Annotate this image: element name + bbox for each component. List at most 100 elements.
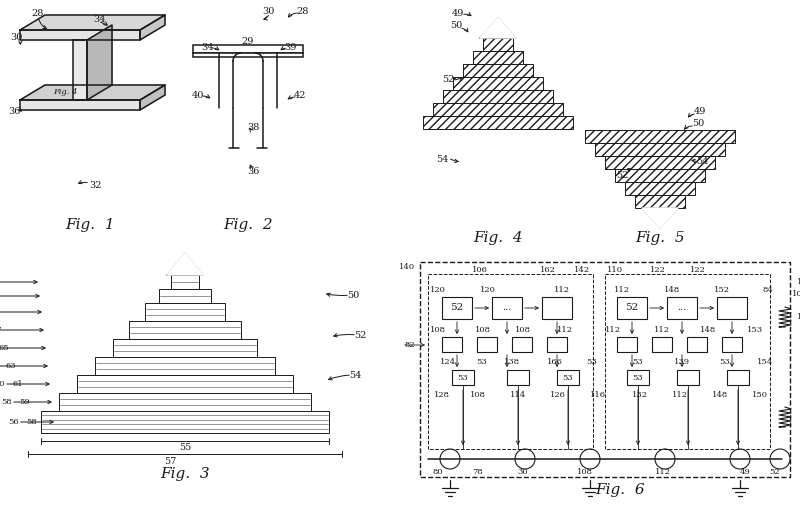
Text: 32: 32 (89, 180, 102, 190)
Text: 106: 106 (472, 266, 488, 274)
Text: 122: 122 (690, 266, 706, 274)
Text: 108: 108 (475, 326, 491, 334)
Text: 57: 57 (164, 456, 176, 465)
Text: 110: 110 (607, 266, 623, 274)
Bar (171, 275, 199, 289)
Bar (625, 182, 695, 195)
Text: 139: 139 (674, 358, 690, 366)
Text: 52: 52 (450, 304, 464, 313)
Bar (492, 297, 522, 319)
Text: Fig.  6: Fig. 6 (595, 483, 645, 497)
Bar (159, 289, 211, 303)
Text: 153: 153 (747, 326, 763, 334)
Text: 54: 54 (696, 157, 708, 167)
Text: Fig.  2: Fig. 2 (223, 218, 273, 232)
Text: 59: 59 (20, 398, 30, 406)
Bar (453, 77, 543, 90)
Text: 50: 50 (347, 291, 359, 300)
Polygon shape (140, 85, 165, 110)
Bar (677, 370, 699, 385)
Text: 154: 154 (757, 358, 773, 366)
Bar (687, 337, 707, 352)
Bar (595, 143, 725, 156)
Bar (477, 337, 497, 352)
Text: 58: 58 (2, 398, 12, 406)
Text: 49: 49 (452, 8, 464, 18)
Text: 30: 30 (518, 468, 528, 476)
Text: 120: 120 (430, 286, 446, 294)
Bar (473, 51, 523, 64)
Text: 52: 52 (354, 330, 366, 340)
Text: 148: 148 (700, 326, 716, 334)
Text: Fig.  1: Fig. 1 (65, 218, 115, 232)
Polygon shape (20, 100, 140, 110)
Text: 29: 29 (242, 38, 254, 46)
Polygon shape (87, 25, 112, 100)
Polygon shape (480, 18, 516, 38)
Text: Fig.  5: Fig. 5 (635, 231, 685, 245)
Text: 36: 36 (247, 167, 259, 177)
Text: 52: 52 (442, 76, 454, 84)
Text: 138: 138 (504, 358, 520, 366)
Text: 52: 52 (626, 304, 638, 313)
Bar (433, 103, 563, 116)
Bar (547, 337, 567, 352)
Text: 142: 142 (574, 266, 590, 274)
Text: 80: 80 (433, 468, 443, 476)
Text: 53: 53 (477, 358, 487, 366)
Bar (605, 156, 715, 169)
Text: 132: 132 (632, 391, 648, 399)
Bar (717, 297, 747, 319)
Text: 120: 120 (480, 286, 496, 294)
Text: 148: 148 (664, 286, 680, 294)
Bar (605, 274, 770, 449)
Text: 60: 60 (0, 380, 6, 388)
Text: Fig.  4: Fig. 4 (473, 231, 523, 245)
Bar (77, 375, 293, 393)
Bar (442, 337, 462, 352)
Text: 116: 116 (590, 391, 606, 399)
Text: 148: 148 (712, 391, 728, 399)
Text: 49: 49 (739, 468, 750, 476)
Polygon shape (642, 208, 678, 228)
Text: ...: ... (502, 304, 512, 313)
Bar (542, 297, 572, 319)
Text: 78: 78 (473, 468, 483, 476)
Text: 104: 104 (797, 313, 800, 321)
Text: 84: 84 (762, 286, 774, 294)
Text: 34: 34 (202, 43, 214, 52)
Text: 112: 112 (614, 286, 630, 294)
Text: 67: 67 (0, 326, 2, 334)
Text: 162: 162 (540, 266, 556, 274)
Text: ...: ... (678, 304, 686, 313)
Bar (617, 337, 637, 352)
Bar (129, 321, 241, 339)
Bar (113, 339, 257, 357)
Text: 40: 40 (192, 91, 204, 100)
Text: 39: 39 (284, 43, 296, 52)
Bar (617, 297, 647, 319)
Text: 52: 52 (770, 468, 780, 476)
Text: 54: 54 (349, 370, 361, 379)
Bar (41, 411, 329, 433)
Text: 30: 30 (10, 32, 22, 42)
Text: 28: 28 (297, 6, 309, 16)
Text: 53: 53 (633, 358, 643, 366)
Bar (615, 169, 705, 182)
Text: 124: 124 (440, 358, 456, 366)
Text: 108: 108 (470, 391, 486, 399)
Bar (585, 130, 735, 143)
Text: 53: 53 (562, 374, 574, 381)
Bar (512, 337, 532, 352)
Text: 82: 82 (405, 341, 415, 349)
Text: 58: 58 (26, 418, 38, 426)
Text: 126: 126 (550, 391, 566, 399)
Text: 28: 28 (32, 9, 44, 19)
Polygon shape (167, 253, 203, 275)
Bar (507, 370, 529, 385)
Text: 61: 61 (13, 380, 23, 388)
Bar (463, 64, 533, 77)
Bar (428, 274, 593, 449)
Bar (420, 262, 790, 477)
Bar (727, 370, 749, 385)
